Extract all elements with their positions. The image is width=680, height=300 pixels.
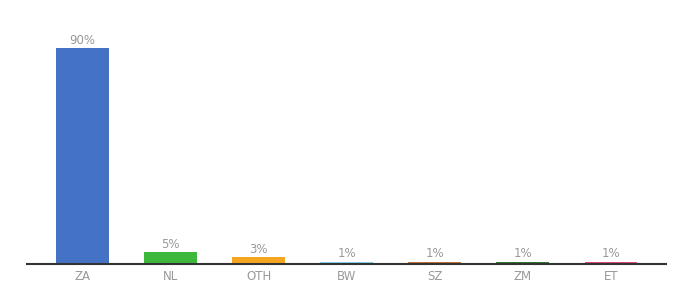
- Bar: [496, 262, 549, 264]
- Bar: [233, 257, 285, 264]
- Text: 5%: 5%: [161, 238, 180, 251]
- Text: 90%: 90%: [69, 34, 96, 47]
- Bar: [409, 262, 461, 264]
- Text: 1%: 1%: [426, 248, 444, 260]
- Text: 1%: 1%: [513, 248, 532, 260]
- Bar: [144, 252, 197, 264]
- Text: 1%: 1%: [602, 248, 620, 260]
- Bar: [320, 262, 373, 264]
- Text: 3%: 3%: [250, 243, 268, 256]
- Text: 1%: 1%: [337, 248, 356, 260]
- Bar: [585, 262, 637, 264]
- Bar: [56, 48, 109, 264]
